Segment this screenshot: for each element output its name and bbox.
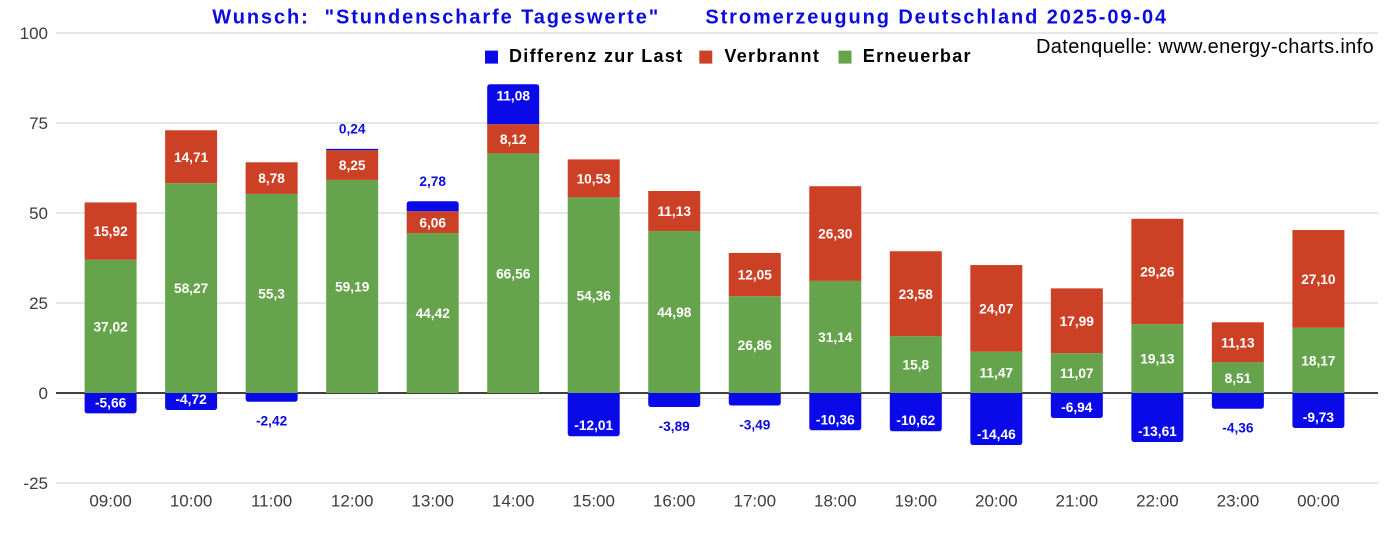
svg-text:Verbrannt: Verbrannt — [724, 46, 820, 66]
svg-text:44,42: 44,42 — [416, 306, 451, 321]
svg-text:8,25: 8,25 — [339, 158, 366, 173]
svg-text:20:00: 20:00 — [975, 492, 1018, 511]
svg-text:18:00: 18:00 — [814, 492, 857, 511]
svg-text:15,92: 15,92 — [93, 224, 128, 239]
svg-text:0: 0 — [39, 384, 48, 403]
svg-text:26,86: 26,86 — [738, 338, 773, 353]
svg-text:Wunsch: "Stundenscharfe Tages: Wunsch: "Stundenscharfe Tageswerte" — [212, 7, 660, 29]
svg-text:Erneuerbar: Erneuerbar — [863, 46, 972, 66]
svg-text:-10,62: -10,62 — [896, 413, 935, 428]
svg-text:-6,94: -6,94 — [1061, 400, 1093, 415]
svg-text:-13,61: -13,61 — [1138, 424, 1177, 439]
svg-text:19:00: 19:00 — [895, 492, 938, 511]
svg-text:27,10: 27,10 — [1301, 272, 1336, 287]
svg-text:37,02: 37,02 — [93, 320, 128, 335]
svg-text:-10,36: -10,36 — [816, 412, 855, 427]
svg-text:11,13: 11,13 — [1221, 335, 1255, 350]
svg-text:11,07: 11,07 — [1060, 366, 1094, 381]
svg-text:Datenquelle: www.energy-charts: Datenquelle: www.energy-charts.info — [1036, 36, 1374, 58]
svg-text:8,51: 8,51 — [1225, 371, 1252, 386]
svg-text:-12,01: -12,01 — [574, 418, 613, 433]
svg-text:59,19: 59,19 — [335, 280, 370, 295]
svg-text:44,98: 44,98 — [657, 305, 692, 320]
svg-text:31,14: 31,14 — [818, 330, 853, 345]
svg-text:14:00: 14:00 — [492, 492, 535, 511]
svg-text:6,06: 6,06 — [419, 215, 446, 230]
svg-text:13:00: 13:00 — [411, 492, 454, 511]
svg-text:75: 75 — [29, 114, 48, 133]
svg-text:23:00: 23:00 — [1217, 492, 1260, 511]
svg-text:11,47: 11,47 — [980, 366, 1014, 381]
svg-text:22:00: 22:00 — [1136, 492, 1179, 511]
svg-text:10,53: 10,53 — [577, 172, 612, 187]
svg-text:Stromerzeugung Deutschland 202: Stromerzeugung Deutschland 2025-09-04 — [705, 7, 1168, 29]
svg-text:26,30: 26,30 — [818, 227, 853, 242]
svg-text:18,17: 18,17 — [1301, 353, 1336, 368]
svg-text:58,27: 58,27 — [174, 281, 209, 296]
svg-text:100: 100 — [20, 24, 48, 43]
svg-text:-4,36: -4,36 — [1222, 421, 1254, 436]
svg-text:21:00: 21:00 — [1056, 492, 1099, 511]
svg-text:23,58: 23,58 — [899, 287, 934, 302]
svg-text:-3,49: -3,49 — [739, 418, 771, 433]
svg-text:-25: -25 — [23, 474, 48, 493]
svg-text:-4,72: -4,72 — [175, 392, 207, 407]
svg-text:25: 25 — [29, 294, 48, 313]
svg-text:-2,42: -2,42 — [256, 414, 288, 429]
svg-text:54,36: 54,36 — [577, 288, 612, 303]
svg-text:-14,46: -14,46 — [977, 427, 1016, 442]
svg-text:-9,73: -9,73 — [1303, 410, 1335, 425]
svg-text:0,24: 0,24 — [339, 122, 366, 137]
svg-text:15:00: 15:00 — [572, 492, 615, 511]
svg-text:8,78: 8,78 — [258, 171, 285, 186]
svg-text:2,78: 2,78 — [419, 174, 446, 189]
svg-text:-3,89: -3,89 — [659, 419, 691, 434]
svg-text:11,08: 11,08 — [496, 88, 530, 103]
svg-text:-5,66: -5,66 — [95, 395, 127, 410]
svg-text:12:00: 12:00 — [331, 492, 374, 511]
svg-text:17,99: 17,99 — [1060, 314, 1095, 329]
svg-text:17:00: 17:00 — [734, 492, 777, 511]
svg-text:66,56: 66,56 — [496, 266, 531, 281]
svg-text:24,07: 24,07 — [979, 302, 1014, 317]
svg-text:50: 50 — [29, 204, 48, 223]
svg-text:8,12: 8,12 — [500, 132, 527, 147]
svg-text:29,26: 29,26 — [1140, 265, 1175, 280]
svg-text:10:00: 10:00 — [170, 492, 213, 511]
svg-text:11,13: 11,13 — [657, 204, 691, 219]
svg-text:19,13: 19,13 — [1140, 352, 1175, 367]
svg-text:16:00: 16:00 — [653, 492, 696, 511]
svg-text:15,8: 15,8 — [902, 358, 929, 373]
svg-text:Differenz zur Last: Differenz zur Last — [509, 46, 683, 66]
svg-text:09:00: 09:00 — [89, 492, 132, 511]
svg-text:55,3: 55,3 — [258, 287, 285, 302]
svg-text:11:00: 11:00 — [251, 492, 292, 511]
svg-text:14,71: 14,71 — [174, 150, 209, 165]
svg-text:00:00: 00:00 — [1297, 492, 1340, 511]
svg-text:12,05: 12,05 — [738, 268, 773, 283]
